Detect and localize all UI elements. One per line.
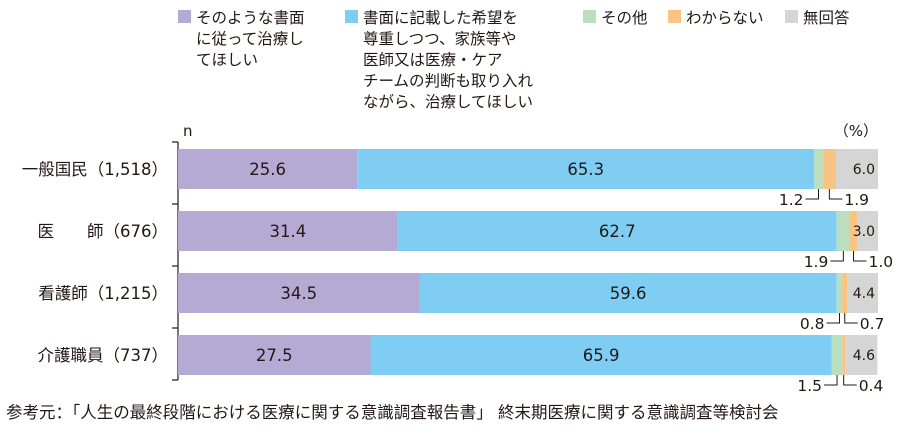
callout-leader (805, 189, 819, 200)
data-label: 6.0 (853, 162, 875, 178)
bar-segment (850, 211, 857, 251)
category-label: 看護師（1,215） (38, 284, 168, 303)
bar-segment (836, 149, 878, 189)
data-label: 31.4 (270, 222, 307, 241)
legend-label: チームの判断も取り入れ (363, 72, 534, 90)
data-label: 4.6 (853, 348, 875, 364)
category-label: 一般国民（1,518） (22, 160, 168, 179)
bar-segment (857, 211, 878, 251)
bar-segment (419, 273, 837, 313)
bar-segment (842, 273, 848, 313)
data-label: 1.0 (869, 253, 894, 271)
bar-segment (178, 273, 420, 313)
data-label: 3.0 (853, 224, 875, 240)
bar-segment (397, 211, 837, 251)
legend-swatch (583, 10, 596, 23)
legend-swatch (345, 10, 358, 23)
bar-segment (178, 149, 358, 189)
legend-label: 無回答 (803, 9, 850, 27)
bar-segment (822, 149, 836, 189)
data-label: 0.8 (800, 315, 825, 333)
axis-ticks (172, 141, 178, 381)
bar-segment (836, 211, 850, 251)
callout-leader (830, 251, 844, 262)
legend-swatch (178, 10, 191, 23)
callout-leader (824, 375, 838, 386)
legend-label: てほしい (196, 51, 258, 69)
data-label: 59.6 (610, 284, 647, 303)
category-label: 介護職員（737） (38, 346, 169, 365)
data-label: 1.5 (797, 377, 822, 395)
data-label: 4.4 (853, 286, 875, 302)
n-label: n (183, 122, 193, 140)
data-label: 34.5 (280, 284, 317, 303)
data-label: 27.5 (256, 346, 293, 365)
legend-label: 医師又は医療・ケア (363, 51, 503, 69)
data-label: 25.6 (249, 160, 286, 179)
legend-swatch (785, 10, 798, 23)
legend-label: 書面に記載した希望を (363, 9, 518, 27)
source-note: 参考元：「人生の最終段階における医療に関する意識調査報告書」 終末期医療に関する… (6, 403, 779, 422)
bars: 25.6 65.3 6.0 31.4 62.7 3.0 34.5 59.6 4.4 27.5 65.… (178, 149, 878, 375)
data-label: 1.9 (804, 253, 829, 271)
legend-label: に従って治療し (196, 30, 304, 48)
bar-segment (831, 335, 843, 375)
legend-label: ながら、治療してほしい (363, 93, 533, 111)
data-label: 62.7 (599, 222, 636, 241)
data-label: 65.3 (567, 160, 604, 179)
legend-label: 尊重しつつ、家族等や (363, 30, 516, 48)
bar-segment (847, 273, 878, 313)
bar-segment (178, 211, 398, 251)
legend-label: わからない (686, 9, 764, 27)
bar-segment (814, 149, 823, 189)
callout-leader (843, 375, 857, 386)
legend-label: そのような書面 (196, 9, 305, 27)
legend-swatch (668, 10, 681, 23)
callout-leader (844, 313, 858, 324)
data-label: 0.7 (860, 315, 885, 333)
callout-leader (853, 251, 867, 262)
category-label: 医 師（676） (38, 222, 169, 241)
legend-label: その他 (601, 9, 648, 27)
bar-segment (178, 335, 371, 375)
bar-segment (842, 335, 846, 375)
category-labels: 一般国民（1,518） 医 師（676） 看護師（1,215） 介護職員（737） (22, 160, 168, 365)
data-label: 1.2 (779, 191, 804, 209)
callout-leader (828, 189, 843, 200)
data-label: 65.9 (583, 346, 620, 365)
data-label: 1.9 (844, 191, 869, 209)
bar-segment (357, 149, 815, 189)
bar-segment (370, 335, 832, 375)
small-value-callouts: 1.2 1.9 1.9 1.0 0.8 0.7 1.5 0.4 (779, 189, 893, 395)
bar-segment (845, 335, 878, 375)
unit-label: （%） (834, 122, 878, 140)
bar-segment (836, 273, 843, 313)
data-label: 0.4 (859, 377, 884, 395)
callout-leader (826, 313, 840, 324)
